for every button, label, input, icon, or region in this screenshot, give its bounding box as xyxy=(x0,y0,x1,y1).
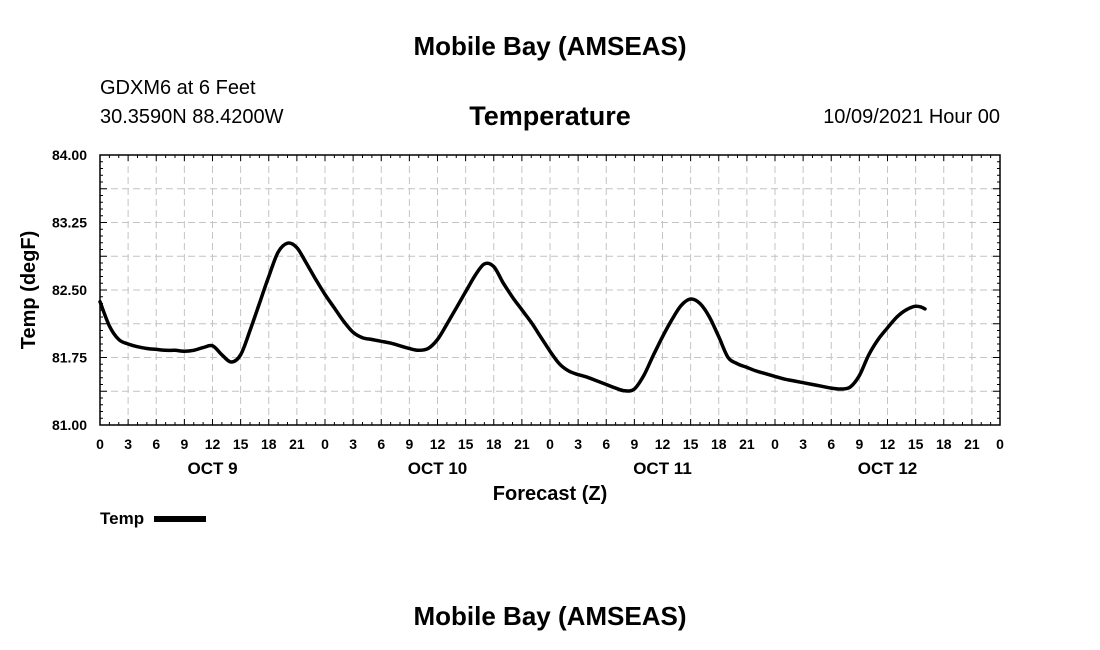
legend: Temp xyxy=(100,509,207,529)
page-title: Mobile Bay (AMSEAS) xyxy=(413,31,687,61)
x-tick-label: 21 xyxy=(289,436,305,452)
x-tick-label: 18 xyxy=(261,436,277,452)
x-tick-label: 3 xyxy=(799,436,807,452)
x-tick-label: 3 xyxy=(349,436,357,452)
x-tick-label: 21 xyxy=(964,436,980,452)
legend-label: Temp xyxy=(100,509,145,528)
x-tick-label: 21 xyxy=(739,436,755,452)
x-tick-label: 15 xyxy=(458,436,474,452)
y-tick-label: 84.00 xyxy=(52,147,87,163)
x-tick-label: 9 xyxy=(630,436,638,452)
x-day-label: OCT 12 xyxy=(858,459,918,478)
y-tick-label: 81.75 xyxy=(52,350,87,366)
x-tick-label: 21 xyxy=(514,436,530,452)
y-tick-label: 81.00 xyxy=(52,417,87,433)
x-tick-label: 6 xyxy=(152,436,160,452)
x-tick-label: 15 xyxy=(683,436,699,452)
legend-line-swatch xyxy=(154,516,207,522)
x-tick-label: 0 xyxy=(996,436,1004,452)
x-tick-label: 3 xyxy=(574,436,582,452)
y-tick-label: 82.50 xyxy=(52,282,87,298)
station-label: GDXM6 at 6 Feet xyxy=(100,77,256,99)
x-axis-title: Forecast (Z) xyxy=(493,483,607,505)
x-tick-label: 0 xyxy=(546,436,554,452)
x-tick-label: 3 xyxy=(124,436,132,452)
x-tick-label: 18 xyxy=(711,436,727,452)
x-day-label: OCT 10 xyxy=(408,459,468,478)
x-tick-label: 6 xyxy=(827,436,835,452)
x-tick-label: 12 xyxy=(430,436,446,452)
x-tick-label: 0 xyxy=(771,436,779,452)
x-tick-label: 6 xyxy=(377,436,385,452)
x-tick-label: 15 xyxy=(233,436,249,452)
chart-title: Temperature xyxy=(469,101,631,131)
x-tick-label: 18 xyxy=(936,436,952,452)
series-line-temp xyxy=(98,241,927,393)
x-tick-label: 0 xyxy=(96,436,104,452)
y-tick-label: 83.25 xyxy=(52,215,87,231)
x-tick-label: 12 xyxy=(205,436,221,452)
forecast-datetime: 10/09/2021 Hour 00 xyxy=(823,106,1000,128)
y-axis-title: Temp (degF) xyxy=(18,231,40,350)
x-tick-label: 15 xyxy=(908,436,924,452)
x-tick-label: 6 xyxy=(602,436,610,452)
x-tick-label: 12 xyxy=(880,436,896,452)
x-tick-label: 18 xyxy=(486,436,502,452)
x-tick-label: 12 xyxy=(655,436,671,452)
coordinates-label: 30.3590N 88.4200W xyxy=(100,106,284,128)
x-tick-label: 9 xyxy=(405,436,413,452)
x-day-label: OCT 9 xyxy=(187,459,237,478)
x-tick-label: 9 xyxy=(180,436,188,452)
footer-title: Mobile Bay (AMSEAS) xyxy=(413,601,687,631)
x-tick-label: 0 xyxy=(321,436,329,452)
x-tick-label: 9 xyxy=(855,436,863,452)
x-day-label: OCT 11 xyxy=(633,459,692,478)
